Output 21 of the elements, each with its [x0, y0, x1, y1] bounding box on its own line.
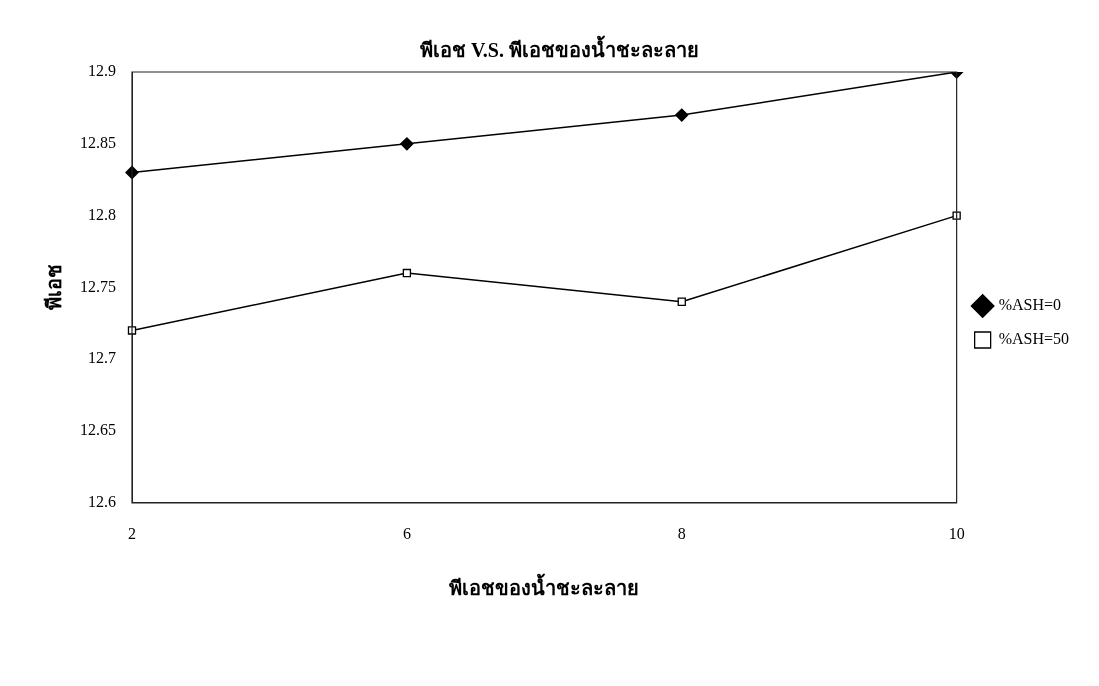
x-axis-title: พีเอชของน้ำชะละลาย: [449, 573, 640, 600]
legend-label: %ASH=0: [998, 296, 1061, 314]
y-tick-label: 12.85: [80, 134, 116, 151]
x-tick-label: 6: [402, 524, 411, 542]
point: [402, 268, 412, 278]
point: [677, 297, 686, 306]
point: [952, 211, 961, 220]
chart-title: พีเอช V.S. พีเอชของน้ำชะละลาย: [420, 35, 699, 62]
y-tick-label: 12.7: [88, 349, 116, 367]
x-tick-label: 2: [128, 524, 136, 542]
legend-label: %ASH=50: [998, 330, 1069, 348]
y-tick-label: 12.9: [88, 62, 116, 80]
point: [400, 137, 414, 151]
y-tick-label: 12.8: [88, 205, 116, 223]
point: [675, 108, 689, 122]
y-tick-label: 12.75: [80, 277, 116, 295]
x-tick-label: 8: [677, 524, 686, 542]
y-tick-label: 12.6: [88, 493, 116, 510]
y-axis-title: พีเอช: [43, 264, 66, 311]
x-tick-label: 10: [948, 524, 965, 542]
y-tick-label: 12.65: [80, 421, 116, 439]
